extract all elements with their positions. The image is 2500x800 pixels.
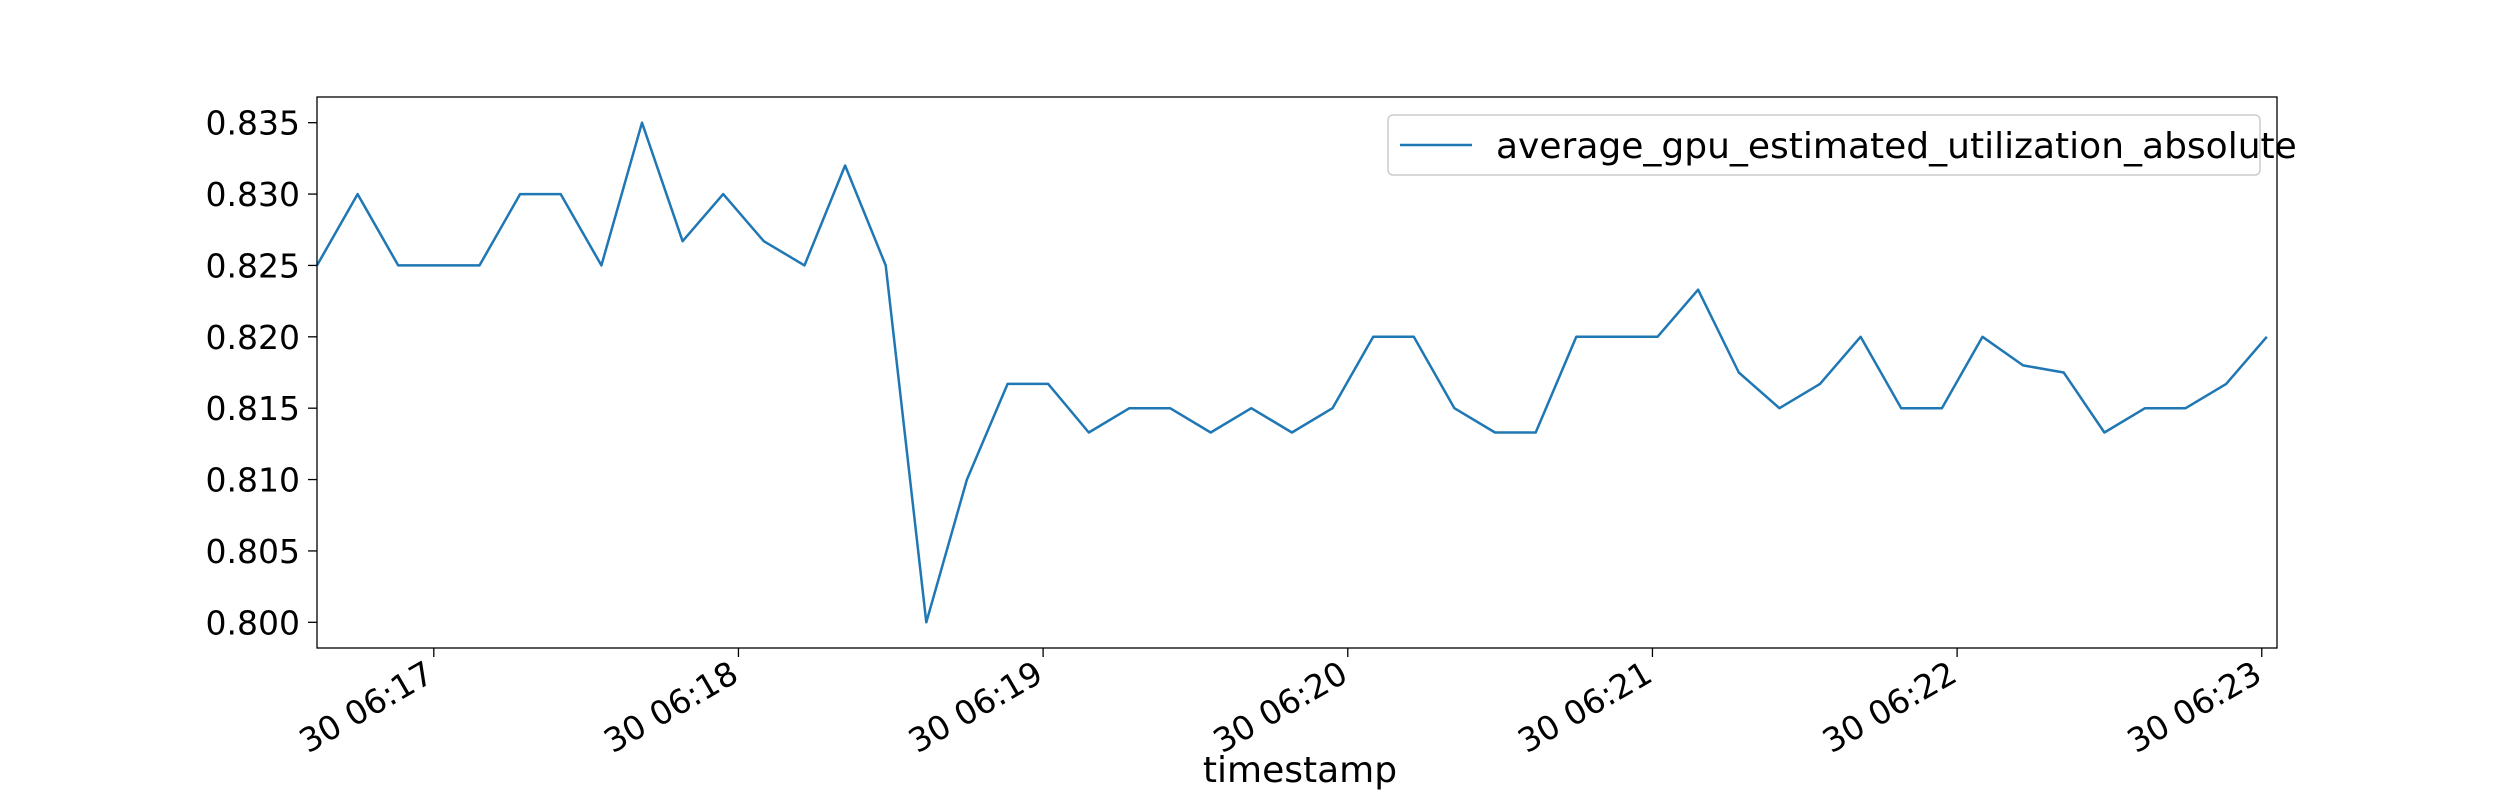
- y-tick-label: 0.825: [206, 246, 300, 285]
- y-tick-label: 0.820: [206, 318, 300, 357]
- y-tick-label: 0.805: [206, 532, 300, 571]
- y-tick-label: 0.810: [206, 461, 300, 500]
- y-tick-label: 0.830: [206, 175, 300, 214]
- legend-box: [1387, 114, 2261, 176]
- y-axis: 0.800 0.805 0.810 0.815 0.820 0.825 0.830 0.835: [206, 104, 317, 642]
- y-tick-label: 0.800: [206, 603, 300, 642]
- plot-frame: [316, 96, 2278, 649]
- series-line-average-gpu-estimated-utilization-absolute: [315, 121, 2268, 624]
- y-tick-label: 0.835: [206, 104, 300, 143]
- x-axis-title: timestamp: [1203, 750, 1397, 791]
- legend-label: average_gpu_estimated_utilization_absolu…: [1496, 126, 2297, 167]
- y-tick-label: 0.815: [206, 389, 300, 428]
- legend: average_gpu_estimated_utilization_absolu…: [1387, 114, 2297, 176]
